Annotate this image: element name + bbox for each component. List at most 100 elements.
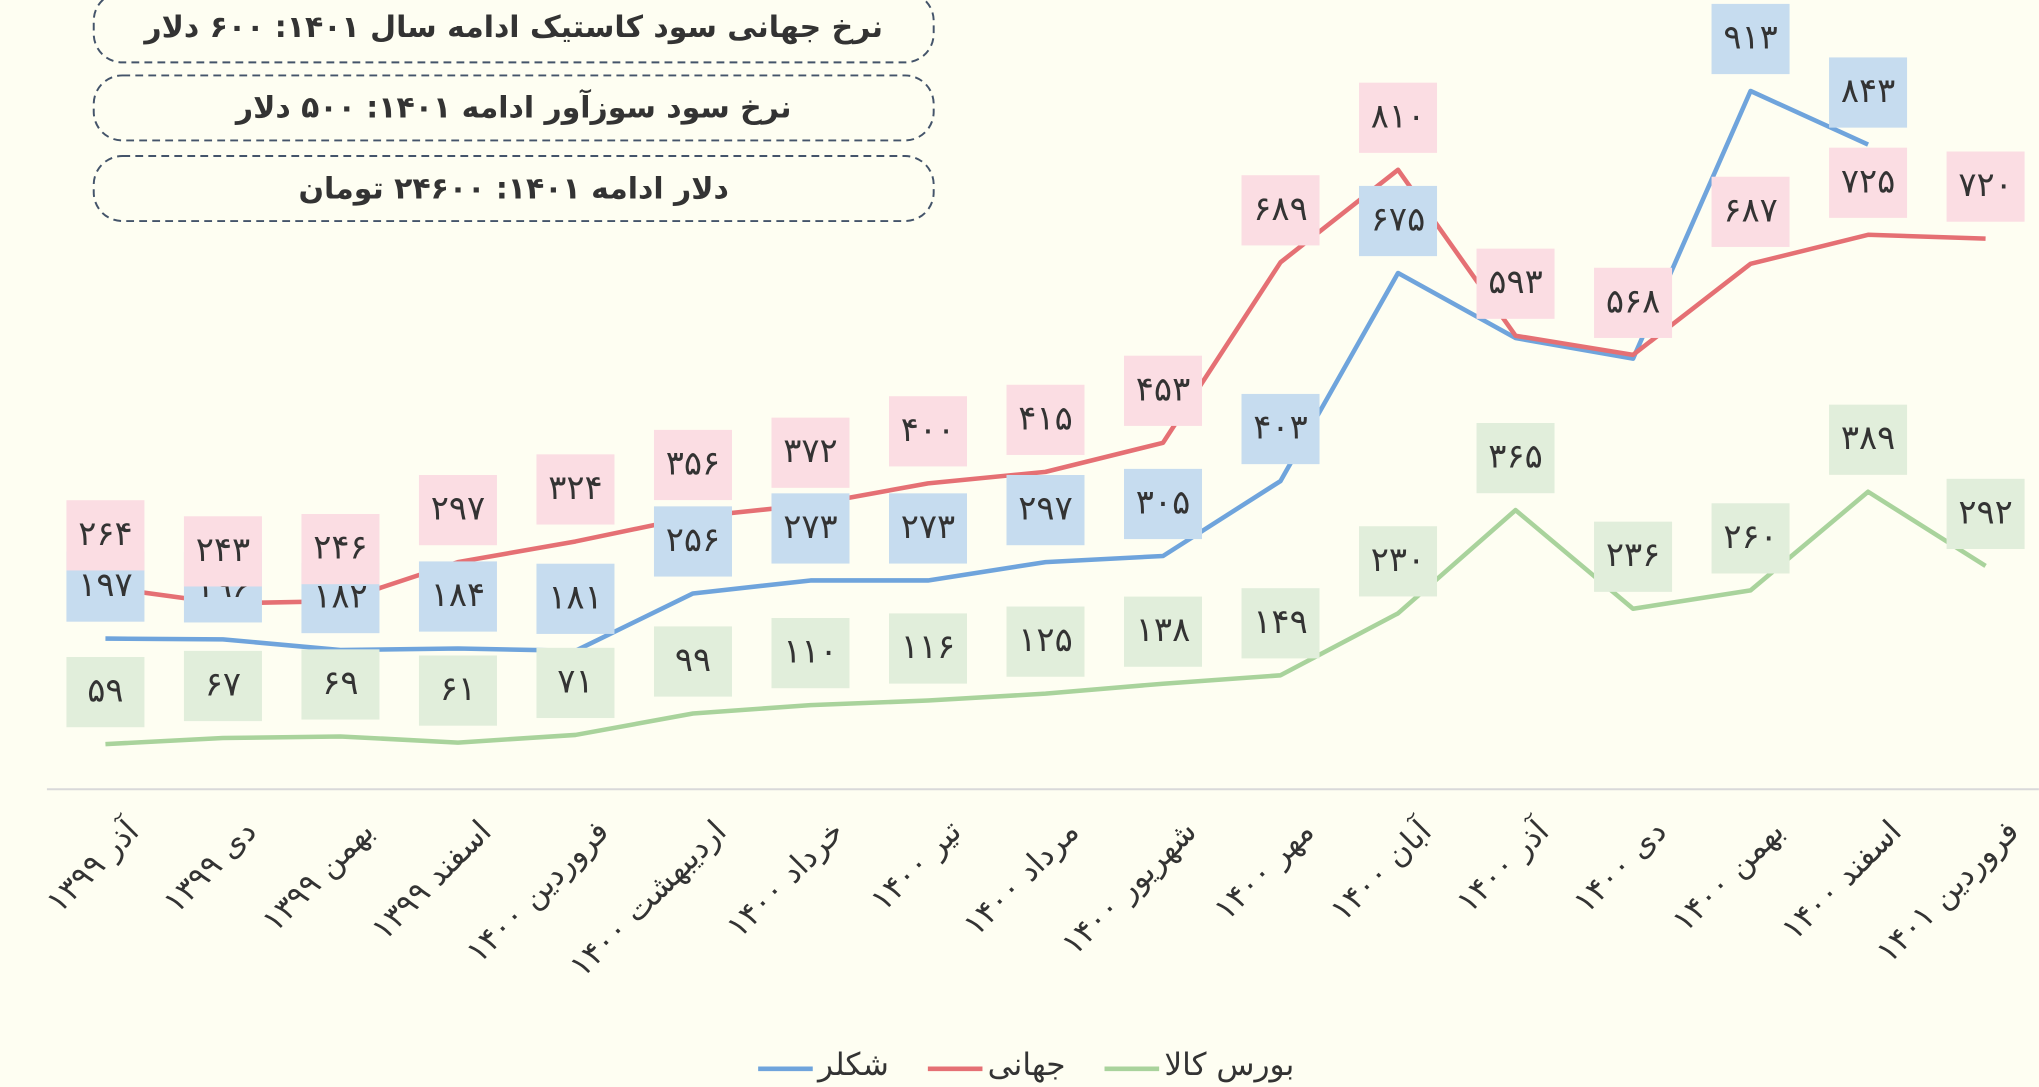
data-label: ۶۹ [322, 663, 358, 702]
data-label: ۱۸۱ [548, 577, 602, 616]
series-line [105, 489, 1987, 747]
data-label: ۶۷ [205, 664, 241, 703]
data-label: ۹۱۳ [1723, 17, 1777, 56]
legend-label: جهانی [988, 1047, 1066, 1083]
data-label: ۶۸۹ [1253, 189, 1307, 228]
data-label: ۲۹۷ [1018, 489, 1072, 528]
x-tick-label: آذر ۱۴۰۰ [1448, 811, 1557, 920]
legend-label: شکلر [816, 1047, 889, 1083]
data-label-box [888, 493, 968, 564]
data-label-box [418, 561, 497, 632]
data-label: ۴۱۵ [1018, 398, 1072, 437]
x-tick-label: بهمن ۱۴۰۰ [1665, 814, 1791, 940]
data-label: ۳۸۹ [1841, 418, 1895, 457]
data-label: ۵۹ [87, 671, 123, 710]
data-label-box [183, 516, 262, 587]
data-label-box [183, 650, 262, 722]
data-label: ۶۷۵ [1371, 200, 1425, 239]
data-label-box [418, 474, 497, 546]
data-label: ۷۱ [557, 661, 593, 700]
data-label: ۲۷۳ [783, 507, 837, 546]
data-label: ۲۶۰ [1723, 517, 1777, 556]
data-label-box [536, 454, 615, 525]
data-label-box [653, 429, 732, 501]
series-line [105, 167, 1986, 606]
data-label-box [418, 655, 497, 726]
data-label: ۳۶۵ [1488, 437, 1542, 476]
data-label-box [1359, 185, 1438, 257]
data-label-box [771, 618, 850, 689]
data-label: ۲۳۰ [1371, 540, 1425, 579]
data-label: ۵۶۸ [1606, 281, 1660, 320]
data-label: ۱۸۴ [431, 575, 485, 614]
data-label: ۱۳۸ [1136, 610, 1190, 649]
data-label-box [1476, 422, 1555, 494]
data-label-box [1594, 267, 1673, 338]
data-label-box [1594, 521, 1673, 592]
data-label-box [536, 563, 615, 634]
data-label-box [1124, 468, 1203, 540]
data-label-box [301, 649, 380, 720]
data-label-box [888, 396, 968, 467]
data-label: ۲۳۶ [1606, 535, 1660, 574]
annotation: دلار ادامه ۱۴۰۱: ۲۴۶۰۰ تومان [299, 171, 729, 206]
data-label-box [1241, 175, 1320, 246]
data-label-box [1241, 393, 1320, 465]
data-label: ۶۸۷ [1723, 190, 1777, 229]
data-label: ۸۱۰ [1371, 96, 1425, 135]
annotation-box [92, 74, 935, 142]
data-label: ۲۷۳ [901, 507, 955, 546]
annotation: نرخ جهانی سود کاستیک ادامه سال ۱۴۰۱: ۶۰۰… [142, 10, 883, 45]
x-tick-label: مهر ۱۴۰۰ [1207, 814, 1321, 928]
data-label: ۲۵۶ [666, 520, 720, 559]
x-tick-label: دی ۱۳۹۹ [157, 814, 264, 921]
data-label-box [1711, 3, 1790, 75]
x-tick-label: آبان ۱۴۰۰ [1322, 811, 1439, 928]
data-label-box [653, 506, 732, 577]
data-label-box [1711, 176, 1790, 247]
data-label-box [1829, 57, 1908, 128]
annotation-box [92, 155, 935, 223]
annotation: نرخ سود سوزآور ادامه ۱۴۰۱: ۵۰۰ دلار [234, 89, 792, 126]
legend-label: بورس کالا [1164, 1047, 1294, 1083]
data-label-box [66, 657, 145, 728]
data-label-box [1711, 503, 1790, 574]
data-label: ۱۲۵ [1018, 620, 1072, 659]
data-label-box [653, 626, 732, 697]
data-label-box [1476, 248, 1555, 319]
data-label: ۴۵۳ [1136, 369, 1190, 408]
data-label: ۲۹۲ [1958, 492, 2012, 531]
x-tick-label: تیر ۱۴۰۰ [864, 814, 969, 919]
data-label: ۵۹۳ [1488, 262, 1542, 301]
data-label: ۴۰۳ [1253, 408, 1307, 447]
data-label: ۲۴۳ [196, 530, 250, 569]
data-label-box [1241, 588, 1320, 659]
data-label-box [1829, 404, 1908, 475]
data-label: ۹۹ [675, 640, 711, 679]
data-label: ۶۱ [440, 669, 476, 708]
data-label-box [1359, 526, 1438, 597]
data-label-box [1946, 478, 2025, 550]
data-label-box [1946, 151, 2025, 222]
data-label-box [1006, 384, 1085, 455]
data-label-box [536, 647, 615, 719]
data-label-box [1359, 82, 1438, 153]
x-tick-label: بهمن ۱۳۹۹ [255, 814, 381, 940]
data-label-box [1006, 474, 1085, 546]
data-label-box [1124, 355, 1203, 426]
data-label-box [771, 417, 850, 488]
data-label: ۱۴۹ [1253, 602, 1307, 641]
data-label: ۳۵۶ [666, 443, 720, 482]
data-label: ۸۴۳ [1841, 71, 1895, 110]
x-tick-label: دی ۱۴۰۰ [1567, 814, 1674, 921]
data-label-box [888, 613, 968, 684]
annotation-box [92, 0, 935, 64]
data-label: ۳۲۴ [548, 468, 602, 507]
data-label-box [1006, 606, 1085, 677]
data-label-box [1124, 596, 1203, 667]
data-label-box [771, 493, 850, 564]
data-label-box [1829, 147, 1908, 218]
data-label: ۱۱۰ [783, 632, 837, 671]
